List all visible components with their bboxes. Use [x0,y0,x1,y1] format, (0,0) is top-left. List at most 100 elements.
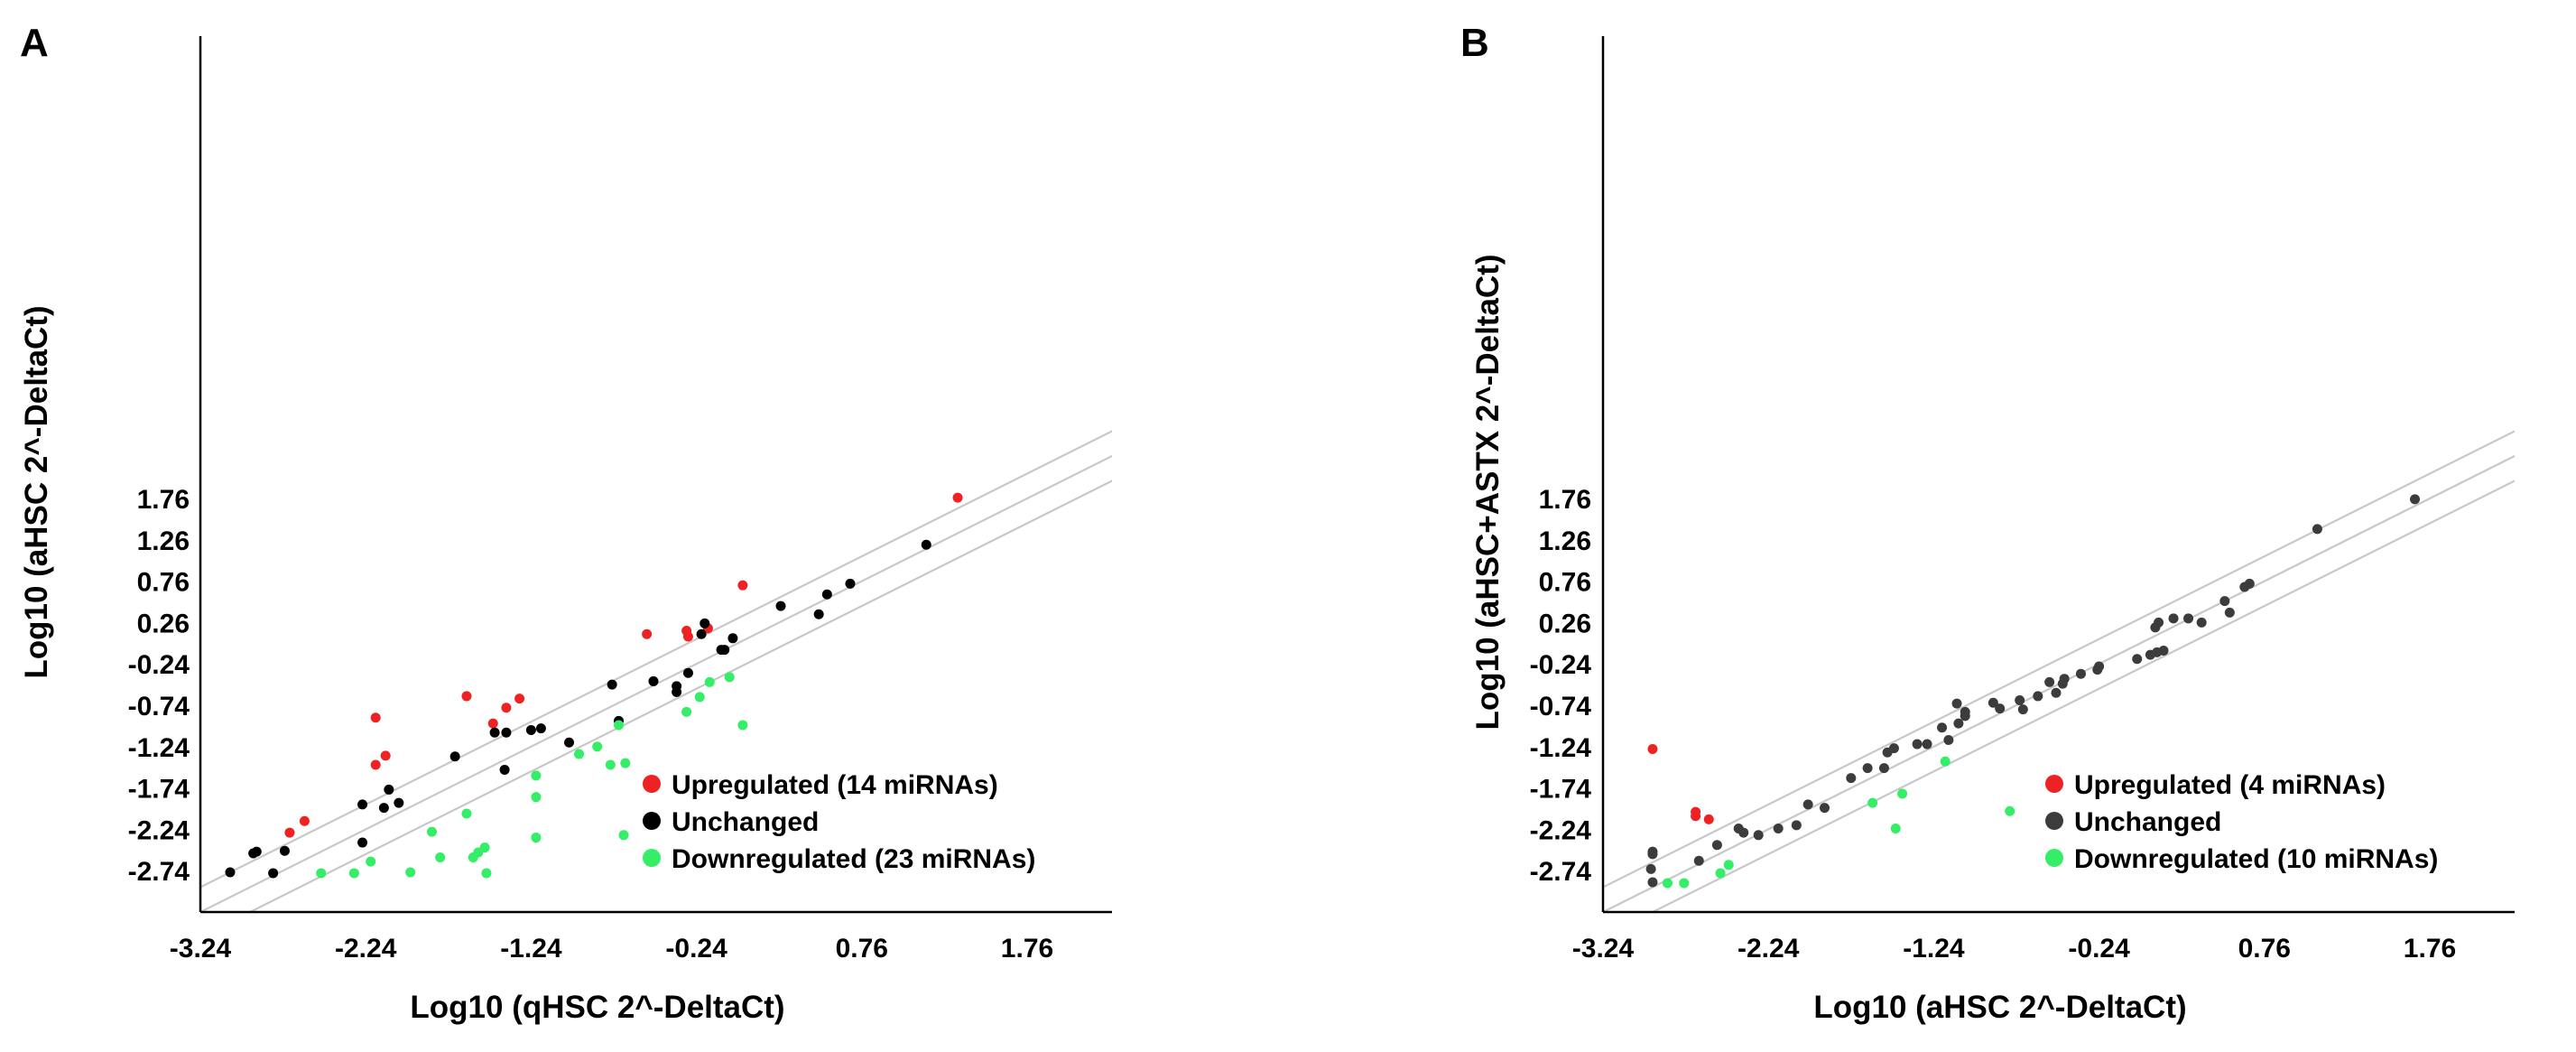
data-point-upregulated [370,759,381,770]
data-point-unchanged_b [1753,830,1764,841]
legend-label: Downregulated (10 miRNAs) [2074,844,2438,874]
data-point-downregulated [531,770,542,781]
y-axis-title: Log10 (aHSC+ASTX 2^-DeltaCt) [1470,254,1506,730]
data-point-downregulated [620,758,631,768]
fold-change-line [247,479,1112,912]
data-point-downregulated [426,826,437,837]
data-point-upregulated [682,631,693,642]
legend: Upregulated (4 miRNAs) Unchanged Downregul… [2045,770,2438,874]
y-tick-label: -2.24 [128,815,190,845]
y-tick-label: -0.74 [1530,692,1592,722]
y-tick-label: -1.24 [128,733,190,763]
data-point-downregulated [1679,878,1690,889]
data-point-unchanged [607,679,617,690]
data-point-upregulated [514,694,525,704]
data-point-unchanged [449,751,460,762]
data-point-unchanged_b [1878,763,1889,774]
data-point-unchanged_b [1819,803,1830,814]
data-point-downregulated [531,792,542,803]
y-tick-label: -2.74 [1530,857,1592,887]
y-tick-label: 1.26 [1539,526,1591,556]
data-point-downregulated [461,808,472,819]
y-tick-label: 1.76 [137,485,190,515]
data-point-unchanged [248,848,259,859]
data-point-unchanged [535,723,546,734]
data-point-unchanged [845,578,856,589]
data-point-downregulated [531,833,542,843]
legend-label: Downregulated (23 miRNAs) [672,844,1035,874]
data-point-unchanged_b [2132,654,2143,665]
y-axis-title: Log10 (aHSC 2^-DeltaCt) [19,305,54,678]
y-tick-label: 1.76 [1539,485,1591,515]
legend-label: Unchanged [2074,807,2221,837]
data-point-downregulated [316,868,327,879]
data-point-unchanged [727,633,738,644]
data-point-unchanged [394,797,404,808]
series-upregulated [1647,744,1714,824]
fold-change-line [200,430,1112,889]
data-point-unchanged [378,803,389,814]
data-point-downregulated [737,720,748,731]
x-tick-label: -1.24 [1903,934,1965,964]
data-point-unchanged_b [1937,722,1948,733]
data-point-upregulated [1703,814,1714,824]
x-tick-label: 1.76 [1001,934,1053,964]
y-tick-label: 0.76 [1539,568,1591,598]
y-tick-label: -1.74 [128,775,190,805]
data-point-unchanged_b [2044,676,2055,687]
data-point-unchanged_b [2150,622,2161,633]
data-point-downregulated [574,749,585,759]
data-point-unchanged [489,727,500,738]
legend-marker [2045,849,2063,867]
data-point-upregulated [1691,811,1701,822]
data-point-downregulated [613,720,624,731]
data-point-upregulated [1647,744,1658,755]
data-point-unchanged_b [2196,617,2207,628]
data-point-unchanged [279,845,290,856]
data-point-downregulated [1940,756,1951,767]
data-point-unchanged_b [2224,607,2235,618]
data-point-unchanged_b [2015,695,2025,706]
legend-label: Upregulated (4 miRNAs) [2074,770,2386,800]
data-point-unchanged [921,539,931,550]
x-tick-label: -2.24 [1737,934,1800,964]
legend-marker [2045,775,2063,793]
y-tick-label: 1.26 [137,526,190,556]
x-tick-label: 1.76 [2404,934,2456,964]
data-point-unchanged_b [2239,582,2250,592]
data-point-downregulated [724,672,735,683]
legend-label: Unchanged [672,807,819,837]
data-point-unchanged_b [2183,613,2194,624]
x-tick-label: 0.76 [836,934,888,964]
data-point-unchanged_b [1995,703,2006,714]
data-point-downregulated [1662,878,1673,889]
data-point-unchanged_b [1647,846,1658,857]
data-point-unchanged [525,724,536,735]
data-point-downregulated [1897,788,1908,799]
data-point-upregulated [487,718,498,729]
x-axis-title: Log10 (qHSC 2^-DeltaCt) [410,990,784,1025]
data-point-unchanged_b [1802,799,1813,810]
data-point-upregulated [642,628,653,639]
data-point-upregulated [299,815,310,826]
y-tick-label: -0.24 [1530,650,1592,680]
data-point-unchanged_b [1953,718,1964,729]
y-tick-label: -1.74 [1530,775,1592,805]
data-point-upregulated [952,492,963,503]
y-tick-label: 0.26 [1539,609,1591,638]
series-upregulated [284,492,963,838]
data-point-unchanged_b [1791,820,1802,831]
fold-change-lines [1603,430,2515,912]
legend-marker [2045,812,2063,830]
data-point-unchanged_b [1693,855,1704,866]
data-point-upregulated [284,827,295,838]
data-point-unchanged [357,837,368,848]
scatter-panel-a: A -3.24 -2.24 -1.24 -0.24 0.76 1.76 1.76 1.26 0.7… [19,21,1112,1025]
x-tick-label: -1.24 [500,934,562,964]
y-tick-label: -1.24 [1530,733,1592,763]
data-point-downregulated [1867,797,1878,808]
legend-marker [643,849,661,867]
data-point-downregulated [1715,868,1726,879]
data-point-downregulated [2005,805,2015,816]
